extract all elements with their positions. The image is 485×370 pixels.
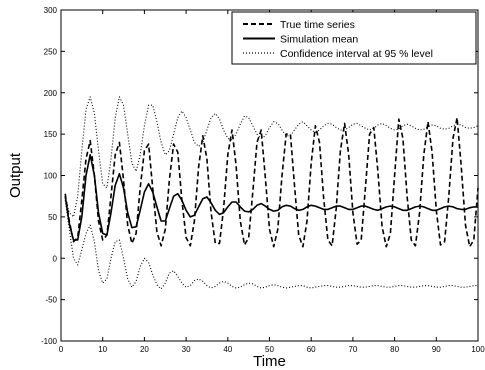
y-tick-label: 100 <box>44 172 58 181</box>
y-tick-label: -100 <box>41 337 58 346</box>
y-tick-label: 250 <box>44 47 58 56</box>
legend-label-simulation-mean: Simulation mean <box>280 34 358 46</box>
y-tick-label: 0 <box>53 254 58 263</box>
y-axis-label: Output <box>7 152 24 198</box>
series-line-0 <box>64 116 479 248</box>
series-line-2 <box>64 96 479 218</box>
y-tick-label: -50 <box>45 296 57 305</box>
legend-label-true-time-series: True time series <box>280 19 355 31</box>
plot-lines <box>64 96 479 290</box>
x-tick-label: 70 <box>348 345 357 354</box>
x-tick-label: 60 <box>307 345 316 354</box>
axis-ticks: 0 10 20 30 40 50 60 70 80 90 100 -100 -50 0 50 100 150 20… <box>41 6 485 354</box>
series-line-1 <box>64 154 478 241</box>
series-line-3 <box>64 200 478 290</box>
y-tick-label: 300 <box>44 6 58 15</box>
y-tick-label: 150 <box>44 130 58 139</box>
x-tick-label: 20 <box>140 345 149 354</box>
x-axis-label: Time <box>253 353 286 370</box>
y-tick-label: 50 <box>48 213 57 222</box>
x-tick-label: 10 <box>98 345 107 354</box>
x-tick-label: 100 <box>471 345 485 354</box>
x-tick-label: 90 <box>432 345 441 354</box>
y-tick-label: 200 <box>44 89 58 98</box>
x-tick-label: 0 <box>59 345 64 354</box>
legend: True time series Simulation mean Confide… <box>231 11 477 65</box>
x-tick-label: 30 <box>182 345 191 354</box>
x-tick-label: 40 <box>223 345 232 354</box>
x-tick-label: 80 <box>390 345 399 354</box>
x-tick-label: 50 <box>265 345 274 354</box>
legend-label-confidence-interval: Confidence interval at 95 % level <box>280 48 433 60</box>
